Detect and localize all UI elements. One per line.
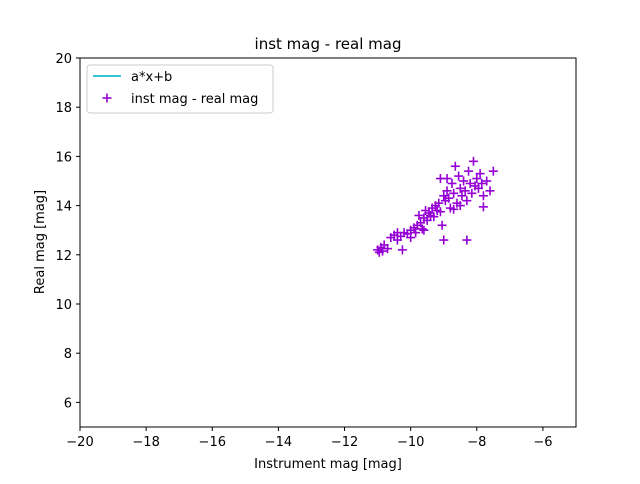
scatter-point [482,176,492,186]
legend-plus-swatch [102,93,112,103]
scatter-point [414,210,424,220]
scatter-point [439,235,449,245]
x-tick-label: −8 [467,435,486,450]
scatter-point [468,156,478,166]
scatter-point [465,178,475,188]
scatter-point [411,228,421,238]
scatter-point [488,166,498,176]
y-tick-label: 10 [55,298,72,313]
scatter-point [477,178,487,188]
y-tick-label: 6 [64,396,72,411]
axes-frame [79,57,577,428]
scatter-point [449,188,459,198]
scatter-point [444,193,454,203]
scatter-point [478,191,488,201]
legend: a*x+b inst mag - real mag [86,64,274,114]
scatter-point [383,244,393,254]
scatter-point [442,186,452,196]
scatter-point [478,202,488,212]
scatter-point [457,191,467,201]
scatter-point [447,178,457,188]
scatter-point [472,174,482,184]
legend-label-scatter: inst mag - real mag [131,92,258,107]
scatter-point [416,218,426,228]
x-tick-label: −14 [265,435,292,450]
scatter-point [439,191,449,201]
scatter-point [435,207,445,217]
scatter-point [435,174,445,184]
scatter-point [450,161,460,171]
legend-label-fit: a*x+b [131,70,172,85]
scatter-point [392,228,402,238]
scatter-point [417,224,427,234]
scatter-point [397,245,407,255]
scatter-point [449,204,459,214]
scatter-point [467,188,477,198]
scatter-point [485,186,495,196]
chart-title: inst mag - real mag [255,35,402,53]
scatter-point [437,220,447,230]
scatter-point [455,201,465,211]
legend-box [86,64,274,114]
y-tick-label: 14 [55,200,72,215]
scatter-point [462,196,472,206]
scatter-markers [373,156,498,257]
y-tick-label: 12 [55,249,72,264]
x-tick-label: −16 [199,435,226,450]
x-tick-label: −12 [331,435,358,450]
scatter-point [475,169,485,179]
scatter-point [460,186,470,196]
scatter-point [473,183,483,193]
x-tick-label: −18 [132,435,159,450]
scatter-point [462,235,472,245]
x-tick-label: −10 [397,435,424,450]
y-tick-label: 20 [55,52,72,67]
scatter-point [454,171,464,181]
scatter-point [422,215,432,225]
scatter-point [429,212,439,222]
x-tick-label: −6 [533,435,552,450]
y-axis-ticks: 6 8 10 12 14 16 18 20 [55,52,80,411]
y-tick-label: 16 [55,150,72,165]
y-axis-label: Real mag [mag] [33,190,48,294]
y-tick-label: 18 [55,101,72,116]
y-tick-label: 8 [64,347,72,362]
scatter-point [378,246,388,256]
scatter-point [459,176,469,186]
x-axis-label: Instrument mag [mag] [254,457,402,472]
x-tick-label: −20 [66,435,93,450]
x-axis-ticks: −20 −18 −16 −14 −12 −10 −8 −6 [66,427,553,450]
scatter-point [455,183,465,193]
plot-area [79,57,577,428]
scatter-point [434,198,444,208]
scatter-point [419,225,429,235]
scatter-point [464,166,474,176]
scatter-point [406,233,416,243]
